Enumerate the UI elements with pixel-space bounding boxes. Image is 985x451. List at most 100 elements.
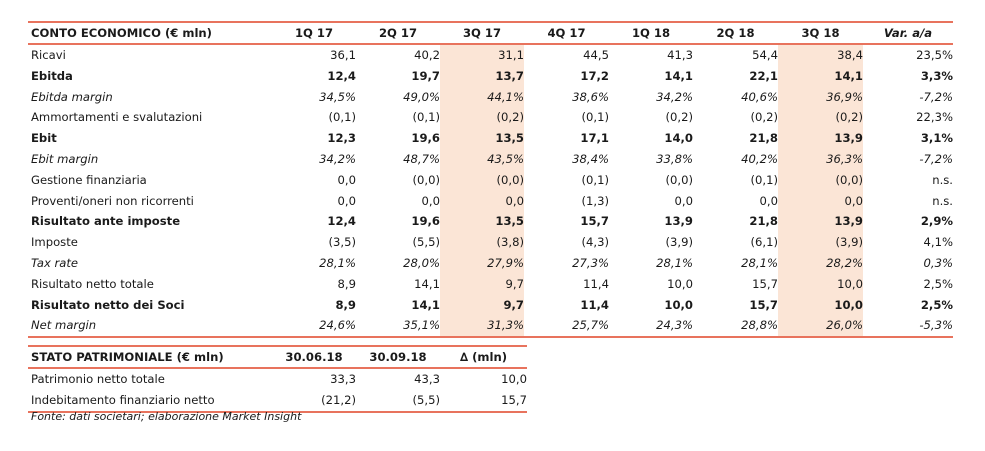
ce-cell: 24,6% <box>319 318 356 333</box>
ce-cell: (4,3) <box>581 235 609 250</box>
sp-cell: 43,3 <box>414 372 440 386</box>
ce-row: Ammortamenti e svalutazioni (0,1) (0,1) (0,… <box>28 107 953 129</box>
ce-cell: 17,1 <box>580 131 609 146</box>
ce-cell: 11,4 <box>583 276 609 291</box>
sp-row-label: Indebitamento finanziario netto <box>31 392 215 407</box>
ce-cell: (0,2) <box>665 110 693 125</box>
ce-cell: (0,2) <box>750 110 778 125</box>
col-3q17: 3Q 17 <box>440 22 524 45</box>
ce-row-label: Ammortamenti e svalutazioni <box>31 110 203 125</box>
ce-cell: 27,9% <box>440 252 524 274</box>
ce-cell: 35,1% <box>403 318 440 333</box>
ce-cell: 0,0 <box>337 193 356 208</box>
ce-cell: 10,0 <box>664 297 693 312</box>
ce-cell: 15,7 <box>749 297 778 312</box>
ce-cell: 0,0 <box>440 190 524 212</box>
ce-cell: 25,7% <box>572 318 609 333</box>
ce-row-label: Ebit margin <box>31 151 99 166</box>
ce-cell: 19,7 <box>411 68 440 83</box>
ce-cell: 38,6% <box>572 89 609 104</box>
source-note: Fonte: dati societari; elaborazione Mark… <box>31 410 302 423</box>
sp-row: Indebitamento finanziario netto (21,2) (5,… <box>28 390 527 412</box>
sp-cell: 33,3 <box>330 372 356 386</box>
ce-cell: 44,1% <box>440 86 524 108</box>
ce-cell: 49,0% <box>403 89 440 104</box>
ce-cell: (0,2) <box>778 107 863 129</box>
ce-row: Net margin 24,6% 35,1% 31,3% 25,7% 24,3% 28,8%… <box>28 315 953 338</box>
ce-cell: 36,1 <box>330 48 356 62</box>
ce-cell: 34,2% <box>319 151 356 166</box>
ce-cell: 13,5 <box>440 211 524 233</box>
ce-row: Risultato netto totale 8,9 14,1 9,7 11,4 10,0… <box>28 273 953 295</box>
ce-cell: (3,8) <box>440 232 524 253</box>
ce-cell: 38,4% <box>572 151 609 166</box>
ce-cell: 14,1 <box>411 297 440 312</box>
stato-patrimoniale-table: STATO PATRIMONIALE (€ mln) 30.06.18 30.0… <box>28 345 527 413</box>
ce-cell: n.s. <box>932 193 953 208</box>
ce-row: Tax rate 28,1% 28,0% 27,9% 27,3% 28,1% 28,1% 28… <box>28 252 953 274</box>
ce-cell: (3,5) <box>328 235 356 250</box>
ce-cell: 2,5% <box>923 276 953 291</box>
ce-cell: 43,5% <box>440 148 524 170</box>
ce-cell: 24,3% <box>656 318 693 333</box>
ce-row: Ebitda 12,4 19,7 13,7 17,2 14,1 22,1 14,1 3,3% <box>28 65 953 87</box>
ce-cell: (0,0) <box>440 169 524 191</box>
ce-cell: 14,0 <box>664 131 693 146</box>
ce-cell: 13,9 <box>778 128 863 149</box>
ce-row-label: Risultato netto totale <box>31 276 154 291</box>
ce-cell: (0,0) <box>412 172 440 187</box>
ce-cell: 28,1% <box>741 255 778 270</box>
ce-cell: (0,1) <box>328 110 356 125</box>
col-2q17: 2Q 17 <box>356 22 440 45</box>
ce-cell: (0,0) <box>778 169 863 191</box>
ce-cell: 28,1% <box>319 255 356 270</box>
ce-cell: 0,0 <box>778 190 863 212</box>
ce-cell: 28,8% <box>741 318 778 333</box>
ce-cell: 14,1 <box>778 65 863 87</box>
sp-row: Patrimonio netto totale 33,3 43,3 10,0 <box>28 368 527 390</box>
ce-cell: 40,2 <box>414 48 440 62</box>
ce-cell: -7,2% <box>919 89 953 104</box>
ce-cell: 40,6% <box>741 89 778 104</box>
ce-cell: 9,7 <box>440 294 524 316</box>
ce-cell: 12,4 <box>327 68 356 83</box>
ce-cell: 14,1 <box>664 68 693 83</box>
col-3q18: 3Q 18 <box>778 22 863 45</box>
ce-row-label: Ebitda margin <box>31 89 113 104</box>
col-4q17: 4Q 17 <box>524 22 609 45</box>
ce-cell: 12,4 <box>327 214 356 229</box>
ce-cell: 13,9 <box>778 211 863 233</box>
ce-row: Ebit margin 34,2% 48,7% 43,5% 38,4% 33,8% 40,2… <box>28 148 953 170</box>
ce-cell: 21,8 <box>749 214 778 229</box>
ce-row: Risultato ante imposte 12,4 19,6 13,5 15,7 13… <box>28 211 953 233</box>
ce-cell: (5,5) <box>412 235 440 250</box>
ce-title: CONTO ECONOMICO (€ mln) <box>28 22 272 45</box>
ce-cell: 19,6 <box>411 131 440 146</box>
ce-cell: 31,1 <box>440 44 524 66</box>
ce-cell: 22,3% <box>916 110 953 125</box>
ce-row-label: Risultato ante imposte <box>31 214 181 229</box>
ce-cell: 10,0 <box>667 276 693 291</box>
ce-cell: 9,7 <box>440 273 524 295</box>
ce-cell: 28,1% <box>656 255 693 270</box>
ce-cell: (3,9) <box>778 232 863 253</box>
ce-row-label: Proventi/oneri non ricorrenti <box>31 193 194 208</box>
ce-cell: 3,3% <box>920 68 953 83</box>
ce-cell: 10,0 <box>778 294 863 316</box>
ce-cell: 14,1 <box>414 276 440 291</box>
ce-cell: 8,9 <box>337 276 356 291</box>
col-300918: 30.09.18 <box>356 346 440 369</box>
ce-cell: 19,6 <box>411 214 440 229</box>
ce-cell: -5,3% <box>919 318 953 333</box>
ce-cell: (3,9) <box>665 235 693 250</box>
sp-title: STATO PATRIMONIALE (€ mln) <box>28 346 272 369</box>
ce-row: Ricavi 36,1 40,2 31,1 44,5 41,3 54,4 38,4 23,5% <box>28 44 953 66</box>
col-300618: 30.06.18 <box>272 346 356 369</box>
ce-cell: 36,9% <box>778 86 863 108</box>
ce-row: Risultato netto dei Soci 8,9 14,1 9,7 11,4 10… <box>28 294 953 316</box>
ce-cell: (6,1) <box>750 235 778 250</box>
col-1q18: 1Q 18 <box>609 22 693 45</box>
sp-cell: 15,7 <box>501 392 527 407</box>
sp-row-label: Patrimonio netto totale <box>31 372 165 386</box>
